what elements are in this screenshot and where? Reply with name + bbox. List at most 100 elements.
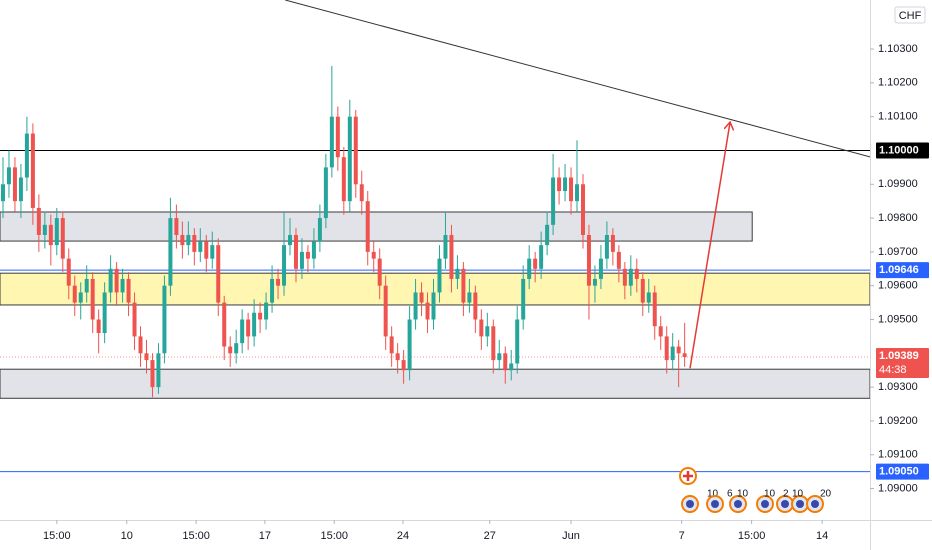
candle-body bbox=[329, 116, 334, 168]
candle-body bbox=[150, 360, 155, 388]
y-tick-label: 1.09700 bbox=[878, 246, 918, 258]
x-tick-label: Jun bbox=[562, 530, 580, 542]
candle-body bbox=[204, 241, 209, 259]
level-label: 1.09050 bbox=[879, 466, 919, 478]
y-tick-label: 1.09900 bbox=[878, 178, 918, 190]
candle-body bbox=[78, 292, 83, 303]
candle-body bbox=[425, 302, 430, 320]
candle-body bbox=[317, 218, 322, 242]
candle-body bbox=[610, 234, 615, 252]
candle-body bbox=[646, 292, 651, 303]
x-tick-label: 10 bbox=[121, 530, 133, 542]
candle-body bbox=[521, 278, 526, 320]
last-price-label: 1.09389 bbox=[879, 350, 919, 362]
event-icon-dot bbox=[811, 500, 819, 508]
candle-body bbox=[210, 245, 215, 259]
level-tag bbox=[876, 262, 929, 279]
candle-body bbox=[192, 234, 197, 252]
candle-body bbox=[515, 319, 520, 364]
candle-body bbox=[186, 234, 191, 246]
candle-body bbox=[234, 343, 239, 354]
candle-body bbox=[120, 278, 125, 293]
y-tick-label: 1.10100 bbox=[878, 111, 918, 123]
candle-body bbox=[168, 218, 173, 286]
candle-body bbox=[533, 258, 538, 269]
candle-body bbox=[551, 177, 556, 225]
event-flag-cross bbox=[683, 471, 693, 481]
y-tick-label: 1.09100 bbox=[878, 449, 918, 461]
x-tick-label: 27 bbox=[484, 530, 496, 542]
candle-body bbox=[305, 251, 310, 259]
level-label: 1.09646 bbox=[879, 264, 919, 276]
currency-badge[interactable] bbox=[894, 6, 926, 24]
candle-body bbox=[616, 251, 621, 269]
countdown: 44:38 bbox=[879, 364, 907, 376]
candle-body bbox=[586, 234, 591, 286]
candle-body bbox=[30, 133, 35, 208]
x-tick-label: 7 bbox=[679, 530, 685, 542]
candle-body bbox=[84, 278, 89, 293]
y-tick-label: 1.09600 bbox=[878, 280, 918, 292]
candle-body bbox=[228, 346, 233, 354]
x-tick-label: 15:00 bbox=[43, 530, 71, 542]
trend-line bbox=[285, 0, 870, 158]
candle-body bbox=[90, 278, 95, 320]
event-icon-dot bbox=[711, 500, 719, 508]
x-tick-label: 24 bbox=[397, 530, 409, 542]
candle-body bbox=[491, 326, 496, 361]
candle-body bbox=[676, 346, 681, 354]
candle-body bbox=[359, 184, 364, 202]
zone bbox=[0, 368, 870, 399]
candle-body bbox=[54, 218, 59, 246]
candle-body bbox=[18, 177, 23, 202]
x-tick-label: 15:00 bbox=[182, 530, 210, 542]
candle-body bbox=[682, 353, 687, 358]
candle-body bbox=[335, 116, 340, 158]
candle-body bbox=[652, 292, 657, 327]
candle-body bbox=[539, 245, 544, 269]
x-tick-label: 15:00 bbox=[320, 530, 348, 542]
candle-body bbox=[6, 167, 11, 185]
candle-body bbox=[144, 353, 149, 361]
candle-body bbox=[407, 319, 412, 371]
y-tick-label: 1.10200 bbox=[878, 77, 918, 89]
candle-body bbox=[527, 258, 532, 279]
candle-body bbox=[270, 278, 275, 303]
arrow bbox=[689, 122, 730, 369]
candle-body bbox=[258, 312, 263, 320]
candle-body bbox=[575, 184, 580, 202]
candle-body bbox=[664, 336, 669, 361]
event-icon-dot bbox=[781, 500, 789, 508]
last-price-tag bbox=[876, 348, 929, 379]
candle-body bbox=[467, 292, 472, 303]
event-icon-dot bbox=[761, 500, 769, 508]
event-count: 20 bbox=[820, 489, 832, 500]
event-count: 2 bbox=[783, 489, 789, 500]
candle-body bbox=[282, 245, 287, 286]
x-tick-label: 17 bbox=[259, 530, 271, 542]
candle-body bbox=[658, 326, 663, 337]
x-tick-label: 15:00 bbox=[738, 530, 766, 542]
candle-body bbox=[240, 319, 245, 344]
candle-body bbox=[503, 353, 508, 371]
candle-body bbox=[598, 258, 603, 279]
y-tick-label: 1.09200 bbox=[878, 415, 918, 427]
level-tag bbox=[876, 142, 929, 159]
candle-body bbox=[126, 278, 131, 303]
candle-body bbox=[401, 360, 406, 371]
candle-body bbox=[497, 353, 502, 361]
candle-body bbox=[580, 184, 585, 235]
candle-body bbox=[545, 224, 550, 246]
candle-body bbox=[311, 241, 316, 259]
event-icon-dot bbox=[734, 500, 742, 508]
candle-body bbox=[138, 336, 143, 354]
candle-body bbox=[42, 224, 47, 235]
candle-body bbox=[174, 218, 179, 235]
candle-body bbox=[365, 201, 370, 252]
candle-body bbox=[455, 268, 460, 279]
candle-body bbox=[449, 234, 454, 279]
candle-body bbox=[485, 326, 490, 337]
candle-body bbox=[24, 133, 29, 178]
y-tick-label: 1.09800 bbox=[878, 212, 918, 224]
candle-body bbox=[431, 292, 436, 320]
